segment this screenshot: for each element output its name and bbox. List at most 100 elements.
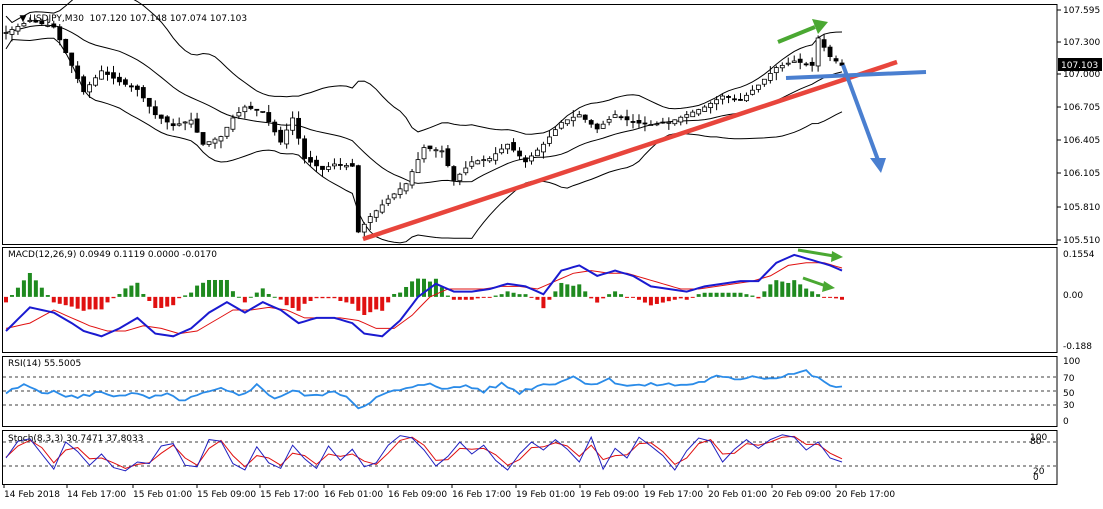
macd-histogram-bar — [308, 296, 313, 301]
macd-histogram-bar — [642, 296, 647, 303]
stoch-main-line — [5, 434, 843, 472]
candle — [308, 157, 313, 163]
macd-histogram-bar — [505, 291, 510, 297]
candle — [738, 98, 743, 101]
macd-histogram-bar — [51, 296, 56, 303]
candle — [612, 114, 618, 118]
macd-histogram-bar — [15, 287, 20, 297]
down-arrow-shaft — [841, 64, 880, 161]
macd-histogram-bar — [529, 296, 534, 298]
macd-histogram-bar — [33, 280, 38, 297]
candle — [594, 123, 600, 130]
time-tick-label: 14 Feb 2018 — [4, 490, 60, 500]
candle — [164, 116, 170, 123]
macd-histogram-bar — [577, 284, 582, 297]
candle — [493, 153, 499, 161]
macd-arrow-head — [831, 251, 843, 262]
candle — [761, 78, 767, 85]
time-tick-label: 16 Feb 01:00 — [324, 490, 383, 500]
macd-histogram-bar — [828, 296, 833, 298]
candle — [779, 64, 785, 69]
macd-histogram-bar — [696, 294, 701, 297]
macd-histogram-bar — [147, 296, 152, 301]
candle — [194, 118, 200, 133]
candle — [535, 149, 540, 157]
macd-histogram-bar — [553, 291, 558, 297]
macd-histogram-bar — [750, 295, 755, 297]
candle — [648, 124, 654, 126]
axis-labels: 107.595 107.300 107.000 106.705 106.405 106.1… — [3, 6, 1102, 500]
down-arrow-head — [870, 158, 886, 173]
candle — [588, 120, 594, 125]
candle — [666, 121, 672, 124]
macd-histogram-bar — [398, 292, 403, 297]
candle — [266, 112, 272, 123]
price-tick-label: 105.810 — [1063, 203, 1100, 213]
macd-histogram-bar — [218, 279, 223, 297]
current-price-box — [1058, 58, 1102, 71]
macd-histogram-bar — [332, 296, 337, 299]
candle — [624, 116, 630, 121]
candle — [75, 65, 81, 79]
collapse-triangle-icon[interactable]: ▼ — [19, 14, 30, 24]
macd-histogram-bar — [786, 282, 791, 297]
candle — [242, 106, 248, 113]
macd-histogram-bar — [135, 282, 140, 297]
time-tick-label: 15 Feb 17:00 — [260, 490, 319, 500]
rsi-tick-label: 70 — [1063, 374, 1075, 384]
macd-histogram-bar — [840, 296, 844, 300]
macd-histogram-bar — [780, 281, 785, 297]
candle — [105, 71, 110, 75]
candle — [361, 223, 367, 233]
candle — [523, 157, 528, 163]
candle — [726, 96, 731, 98]
macd-histogram-bar — [57, 296, 62, 304]
macd-histogram-bar — [744, 294, 749, 297]
horizontal-level-line — [785, 70, 927, 80]
macd-histogram-bar — [266, 293, 271, 297]
macd-histogram-bar — [416, 278, 421, 297]
candle — [27, 20, 33, 22]
candle — [128, 85, 134, 88]
macd-histogram-bar — [350, 296, 355, 304]
stoch-tick-label: 100 — [1030, 433, 1047, 443]
candle — [529, 155, 534, 162]
candle — [481, 159, 487, 162]
candle — [158, 114, 164, 119]
macd-histogram-bar — [493, 295, 498, 297]
histogram-arrow-head — [822, 281, 835, 292]
candle — [39, 20, 45, 25]
macd-histogram-bar — [141, 293, 146, 297]
candle — [296, 117, 302, 139]
stoch-tick-label: 20 — [1033, 467, 1045, 477]
macd-histogram-bar — [165, 296, 170, 307]
candle — [230, 117, 236, 130]
macd-histogram-bar — [601, 296, 606, 299]
current-price-label: 107.103 — [1061, 61, 1098, 71]
time-tick-label: 19 Feb 09:00 — [580, 490, 639, 500]
time-tick-label: 14 Feb 17:00 — [67, 490, 126, 500]
macd-histogram-bar — [720, 292, 725, 297]
candle — [475, 160, 481, 165]
macd-histogram-bar — [822, 296, 827, 298]
macd-histogram-bar — [213, 279, 217, 297]
macd-histogram-bar — [39, 287, 44, 297]
macd-histogram-bar — [762, 291, 767, 297]
macd-histogram-bar — [177, 296, 182, 299]
candle — [367, 216, 373, 223]
candle — [744, 94, 749, 102]
time-tick-label: 19 Feb 17:00 — [644, 490, 703, 500]
candle — [660, 121, 666, 124]
symbol-header: ▼ USDJPY,M30 107.120 107.148 107.074 107… — [8, 4, 247, 34]
price-tick-label: 107.000 — [1063, 70, 1100, 80]
candle — [81, 76, 87, 93]
lower-band-line — [5, 37, 843, 244]
candle — [224, 126, 230, 137]
candle — [206, 141, 212, 145]
candle — [21, 23, 27, 27]
candle — [642, 122, 648, 125]
price-tick-label: 106.705 — [1063, 103, 1100, 113]
candle — [541, 143, 546, 153]
macd-histogram-bar — [433, 278, 438, 297]
